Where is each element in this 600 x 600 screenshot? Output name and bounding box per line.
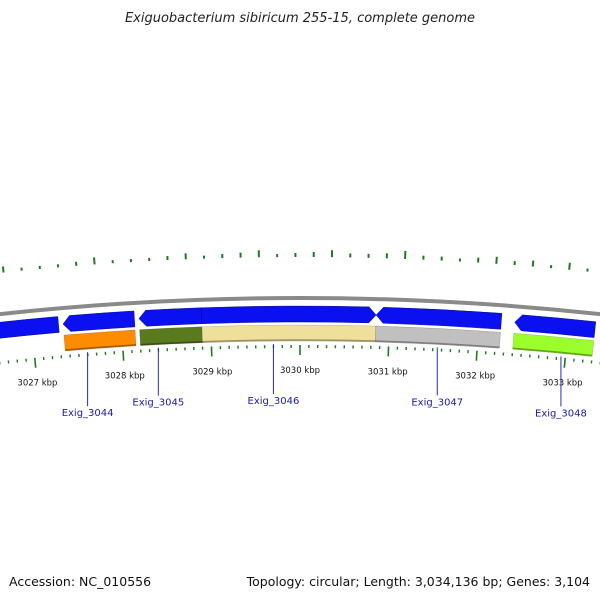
gene-track [0,305,597,339]
cog-band-Exig_3046 [201,324,377,343]
gene-arrow-Exig_3045 [138,307,203,327]
gene-label-exig-3045: Exig_3045 [132,398,184,409]
scale-label-3028: 3028 kbp [105,372,145,382]
scale-label-3032: 3032 kbp [455,372,495,382]
summary-text: Topology: circular; Length: 3,034,136 bp… [246,574,590,589]
gc-content-ticks [1,250,589,273]
scale-label-3033: 3033 kbp [543,379,583,389]
cog-band-shadow [65,344,137,351]
scale-label-3030: 3030 kbp [280,366,320,376]
cog-band-shadow [140,340,203,346]
backbone-arc [0,296,600,317]
gene-arrow-unlabeled-0 [0,316,60,339]
map-title: Exiguobacterium sibiricum 255-15, comple… [125,11,475,26]
scale-tick [33,357,37,368]
gene-labels: Exig_3044 Exig_3045 Exig_3046 Exig_3047 Exig… [62,344,587,419]
cog-track [63,324,595,357]
gene-arrow-Exig_3047 [375,307,503,330]
cog-band-shadow [512,347,593,357]
scale-tick [563,357,567,368]
gc-tick [568,262,571,270]
gene-arrow-Exig_3048 [514,314,597,338]
scale-label-3031: 3031 kbp [368,367,408,377]
gene-arrow-Exig_3044 [62,310,136,332]
scale-label-3027: 3027 kbp [17,379,57,389]
gc-tick [93,257,96,265]
gene-arrow-Exig_3046 [201,305,377,324]
gene-label-exig-3048: Exig_3048 [535,408,587,419]
accession-text: Accession: NC_010556 [9,574,151,589]
gene-label-exig-3047: Exig_3047 [411,397,463,408]
cog-band-Exig_3044 [63,329,137,352]
scale-label-3029: 3029 kbp [192,367,232,377]
cog-band-shadow [202,339,376,343]
cog-band-Exig_3047 [375,325,501,349]
cog-band-Exig_3048 [512,332,595,357]
gene-label-exig-3044: Exig_3044 [62,408,114,419]
gene-label-exig-3046: Exig_3046 [248,396,300,407]
scale-tick [122,350,125,361]
cog-band-shadow [375,340,500,348]
scale-axis: 3027 kbp 3028 kbp 3029 kbp 3030 kbp 3031 kbp… [0,345,600,389]
backbone-ring [0,296,600,317]
scale-tick [475,350,478,361]
gc-tick [1,266,5,273]
